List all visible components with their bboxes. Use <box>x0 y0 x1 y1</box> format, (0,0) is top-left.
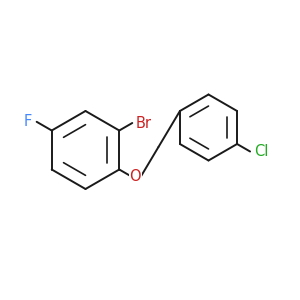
Text: Br: Br <box>135 116 151 130</box>
Text: O: O <box>130 169 141 184</box>
Text: Cl: Cl <box>254 144 268 159</box>
Text: F: F <box>24 114 32 129</box>
